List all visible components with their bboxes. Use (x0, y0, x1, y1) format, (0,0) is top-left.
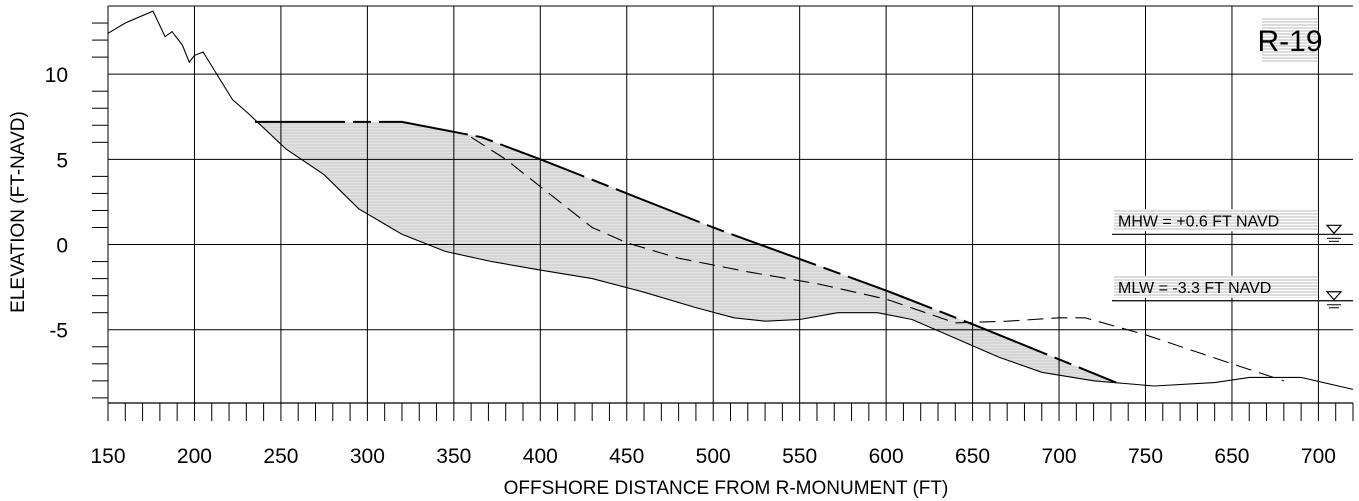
x-tick-label: 700 (1301, 445, 1336, 468)
x-tick-label: 600 (869, 445, 904, 468)
x-tick-label: 550 (782, 445, 817, 468)
grid-layer (108, 6, 1353, 403)
x-tick-label: 450 (609, 445, 644, 468)
x-tick-label: 750 (1128, 445, 1163, 468)
y-axis-title: ELEVATION (FT-NAVD) (8, 111, 29, 313)
water-level-icon (1327, 292, 1341, 300)
x-tick-label: 400 (523, 445, 558, 468)
y-tick-label: 5 (56, 149, 68, 172)
profile-label: R-19 (1257, 25, 1322, 58)
x-tick-label: 300 (350, 445, 385, 468)
existing-profile-line (108, 11, 1353, 389)
x-tick-label: 200 (177, 445, 212, 468)
x-tick-label: 500 (696, 445, 731, 468)
x-tick-label: 150 (90, 445, 125, 468)
x-tick-label: 250 (263, 445, 298, 468)
x-tick-label: 350 (436, 445, 471, 468)
tide-lines-layer: MHW = +0.6 FT NAVD MLW = -3.3 FT NAVD (1112, 209, 1353, 307)
x-tick-label: 650 (955, 445, 990, 468)
water-level-icon (1327, 225, 1341, 233)
series-layer (108, 11, 1353, 389)
x-axis-title: OFFSHORE DISTANCE FROM R-MONUMENT (FT) (504, 478, 949, 499)
y-tick-label: 10 (45, 64, 68, 87)
profile-label-box: R-19 (1257, 17, 1322, 63)
x-tick-label: 700 (1042, 445, 1077, 468)
x-tick-label: 650 (1214, 445, 1249, 468)
tide-label: MHW = +0.6 FT NAVD (1118, 213, 1279, 230)
y-tick-label: 0 (56, 235, 68, 258)
tide-label: MLW = -3.3 FT NAVD (1118, 280, 1271, 297)
y-tick-label: -5 (49, 320, 68, 343)
